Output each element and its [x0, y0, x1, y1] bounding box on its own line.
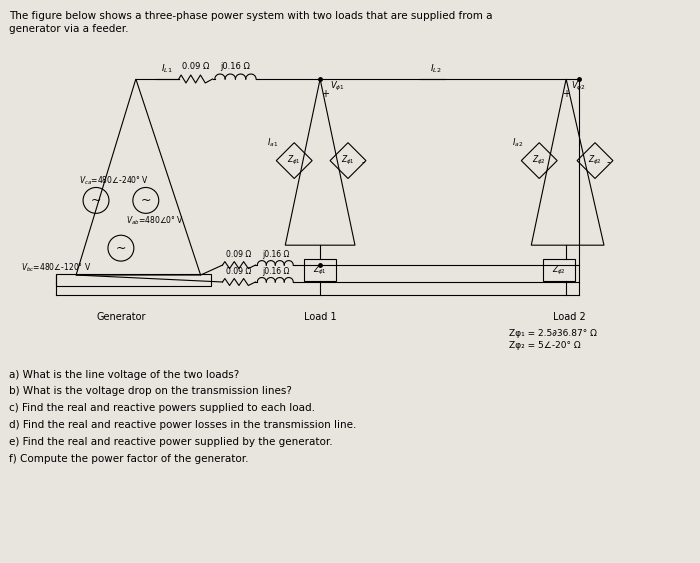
- Text: f) Compute the power factor of the generator.: f) Compute the power factor of the gener…: [9, 454, 249, 464]
- Text: $Z_{\phi 1}$: $Z_{\phi 1}$: [287, 154, 301, 167]
- Text: a) What is the line voltage of the two loads?: a) What is the line voltage of the two l…: [9, 369, 239, 379]
- Text: $Z_{\phi 2}$: $Z_{\phi 2}$: [532, 154, 546, 167]
- Text: 0.09 Ω: 0.09 Ω: [226, 267, 251, 276]
- Text: +: +: [562, 89, 570, 99]
- Text: b) What is the voltage drop on the transmission lines?: b) What is the voltage drop on the trans…: [9, 386, 292, 396]
- Text: $I_{a1}$: $I_{a1}$: [267, 137, 279, 149]
- Text: $Z_{\phi 1}$: $Z_{\phi 1}$: [341, 154, 355, 167]
- Text: ~: ~: [141, 194, 151, 207]
- Text: j0.16 Ω: j0.16 Ω: [262, 250, 289, 259]
- Text: ~: ~: [91, 194, 101, 207]
- Text: $V_{ab}$=480∠0° V: $V_{ab}$=480∠0° V: [126, 215, 184, 227]
- Text: Load 1: Load 1: [304, 312, 337, 322]
- Text: $I_{L1}$: $I_{L1}$: [161, 62, 172, 74]
- Text: Zφ₁ = 2.5∂36.87° Ω: Zφ₁ = 2.5∂36.87° Ω: [510, 329, 597, 338]
- Text: j0.16 Ω: j0.16 Ω: [262, 267, 289, 276]
- Text: Load 2: Load 2: [553, 312, 585, 322]
- Text: ~: ~: [116, 242, 126, 254]
- Text: $V_{\phi 2}$: $V_{\phi 2}$: [571, 81, 586, 93]
- Text: Zφ₂ = 5∠-20° Ω: Zφ₂ = 5∠-20° Ω: [510, 341, 581, 350]
- Text: generator via a feeder.: generator via a feeder.: [9, 24, 129, 34]
- Text: $Z_{\phi 1}$: $Z_{\phi 1}$: [313, 263, 327, 276]
- Text: e) Find the real and reactive power supplied by the generator.: e) Find the real and reactive power supp…: [9, 437, 333, 447]
- Text: j0.16 Ω: j0.16 Ω: [220, 62, 251, 71]
- Text: c) Find the real and reactive powers supplied to each load.: c) Find the real and reactive powers sup…: [9, 404, 316, 413]
- Text: $Z_{\phi 2}$: $Z_{\phi 2}$: [588, 154, 602, 167]
- Bar: [543, 259, 575, 281]
- Text: -: -: [362, 158, 365, 168]
- Text: +: +: [321, 89, 329, 99]
- Text: $I_{a2}$: $I_{a2}$: [512, 137, 524, 149]
- Text: -: -: [607, 158, 610, 168]
- Bar: [304, 259, 336, 281]
- Bar: [56, 274, 211, 286]
- Text: $V_{bc}$=480∠-120° V: $V_{bc}$=480∠-120° V: [21, 261, 92, 274]
- Text: $V_{ca}$=480∠-240° V: $V_{ca}$=480∠-240° V: [79, 175, 149, 187]
- Text: $I_{L2}$: $I_{L2}$: [430, 62, 441, 74]
- Text: $Z_{\phi 2}$: $Z_{\phi 2}$: [552, 263, 566, 276]
- Text: 0.09 Ω: 0.09 Ω: [182, 62, 209, 71]
- Text: $V_{\phi 1}$: $V_{\phi 1}$: [330, 81, 345, 93]
- Text: d) Find the real and reactive power losses in the transmission line.: d) Find the real and reactive power loss…: [9, 421, 357, 430]
- Text: 0.09 Ω: 0.09 Ω: [226, 250, 251, 259]
- Text: The figure below shows a three-phase power system with two loads that are suppli: The figure below shows a three-phase pow…: [9, 11, 493, 21]
- Text: Generator: Generator: [96, 312, 146, 322]
